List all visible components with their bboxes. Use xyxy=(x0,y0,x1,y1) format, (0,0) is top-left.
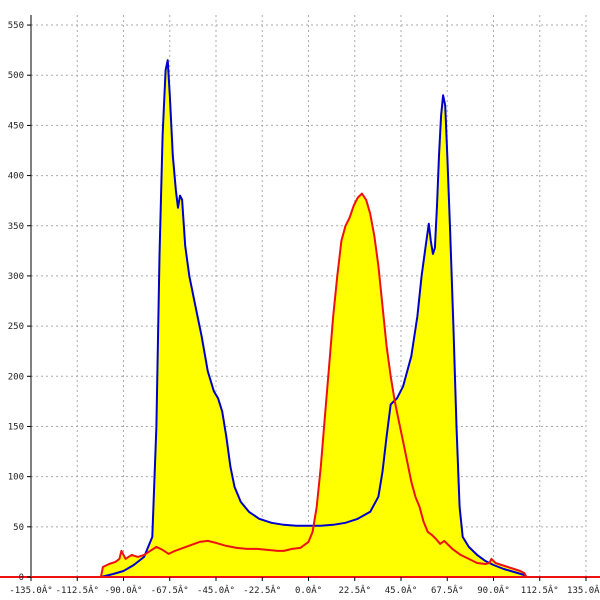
axis-layer xyxy=(0,15,600,581)
y-tick-label: 350 xyxy=(8,222,24,232)
x-tick-label: -135.0Â° xyxy=(9,584,52,596)
x-tick-label: -112.5Â° xyxy=(56,584,99,596)
x-tick-label: 22.5Â° xyxy=(338,584,371,596)
x-tick-label: -67.5Â° xyxy=(151,584,189,596)
y-tick-label: 500 xyxy=(8,71,24,81)
y-tick-label: 450 xyxy=(8,121,24,131)
x-tick-label: -45.0Â° xyxy=(197,584,235,596)
series-line-2 xyxy=(99,192,528,578)
x-tick-label: 45.0Â° xyxy=(385,584,418,596)
x-tick-label: 90.0Â° xyxy=(477,584,510,596)
x-tick-label: 0.0Â° xyxy=(295,584,322,596)
y-tick-label: 400 xyxy=(8,172,24,182)
x-tick-label: 67.5Â° xyxy=(431,584,464,596)
y-tick-label: 150 xyxy=(8,422,24,432)
y-tick-label: 0 xyxy=(19,573,24,583)
label-layer: 0 50 100 150 200 250 300 350 400 450 500 550 -135.0Â… xyxy=(8,21,600,596)
fill-layer xyxy=(100,60,527,578)
y-tick-label: 250 xyxy=(8,322,24,332)
x-tick-label: 112.5Â° xyxy=(521,584,559,596)
y-tick-label: 550 xyxy=(8,21,24,31)
grid-layer xyxy=(30,15,587,577)
y-tick-label: 100 xyxy=(8,473,24,483)
series-layer xyxy=(99,59,528,578)
x-tick-label: -90.0Â° xyxy=(105,584,143,596)
y-tick-label: 300 xyxy=(8,272,24,282)
area-fill xyxy=(100,60,527,578)
x-tick-label: 135.0Â° xyxy=(567,584,600,596)
y-tick-label: 200 xyxy=(8,372,24,382)
x-tick-label: -22.5Â° xyxy=(243,584,281,596)
series-line-1 xyxy=(100,59,528,578)
y-tick-label: 50 xyxy=(13,523,24,533)
